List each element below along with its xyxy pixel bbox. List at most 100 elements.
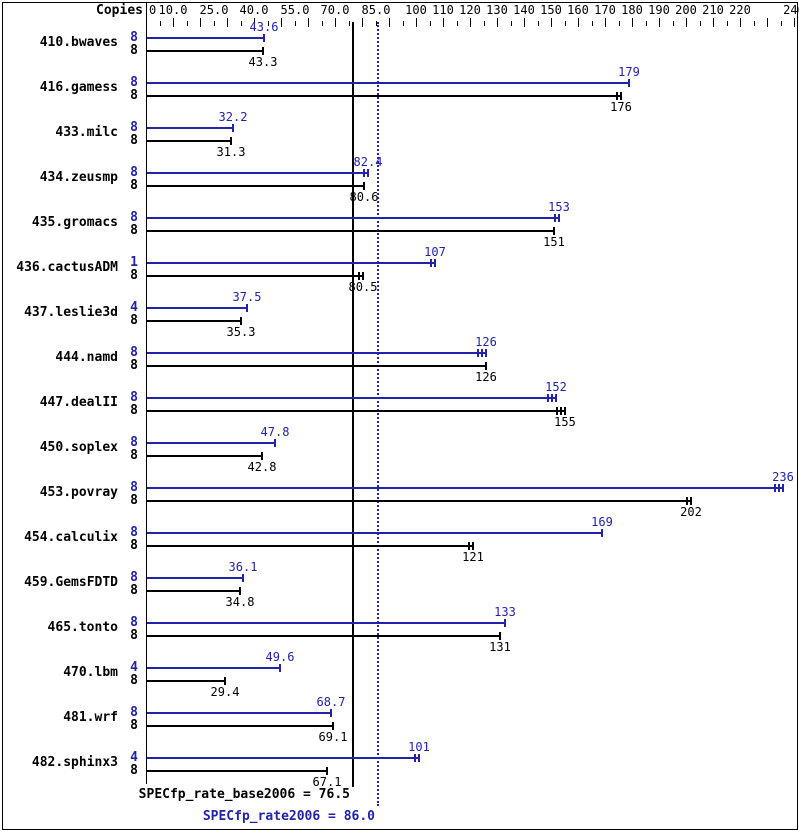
base-bar (147, 770, 327, 772)
x-axis-minor-tick (781, 21, 782, 26)
x-axis-minor-tick (457, 21, 458, 26)
base_mean-line (352, 22, 354, 787)
base-value-label: 80.5 (348, 280, 378, 294)
benchmark-label: 434.zeusmp (39, 170, 118, 185)
peak-bar (147, 127, 233, 129)
benchmark-label: 444.namd (55, 350, 118, 365)
base-bar-end-tick (686, 497, 688, 505)
base-bar-end-tick (690, 497, 692, 505)
base-bar (147, 500, 691, 502)
peak-value-label: 101 (408, 740, 430, 754)
x-axis-major-tick (335, 18, 336, 27)
peak-bar-end-tick (430, 259, 432, 267)
peak-bar-end-tick (246, 304, 248, 312)
peak-bar-end-tick (774, 484, 776, 492)
base-bar (147, 725, 333, 727)
peak-copies: 8 (130, 345, 138, 360)
x-axis-minor-tick (754, 21, 755, 26)
base-copies: 8 (130, 718, 138, 733)
peak-bar-end-tick (414, 754, 416, 762)
peak-bar (147, 82, 629, 84)
peak-bar-end-tick (242, 574, 244, 582)
peak-copies: 8 (130, 30, 138, 45)
x-axis-major-tick (767, 18, 768, 27)
x-axis-major-tick (605, 18, 606, 27)
base-bar-end-tick (468, 542, 470, 550)
x-axis-minor-tick (484, 21, 485, 26)
x-axis-major-tick (281, 18, 282, 27)
x-axis-label: 40.0 (239, 3, 269, 17)
base-value-label: 176 (610, 100, 632, 114)
peak-copies: 8 (130, 570, 138, 585)
x-axis-minor-tick (214, 21, 215, 26)
x-axis-minor-tick (430, 21, 431, 26)
x-axis-label: 210 (702, 3, 724, 17)
peak-bar (147, 37, 264, 39)
x-axis-label: 70.0 (320, 3, 350, 17)
benchmark-label: 433.milc (55, 125, 118, 140)
base-bar-end-tick (620, 92, 622, 100)
base-bar-end-tick (362, 272, 364, 280)
x-axis-minor-tick (160, 21, 161, 26)
peak-bar-end-tick (601, 529, 603, 537)
peak-bar-end-tick (628, 79, 630, 87)
x-axis-major-tick (713, 18, 714, 27)
x-axis-major-tick (227, 18, 228, 27)
copies-column-header: Copies (96, 3, 143, 18)
benchmark-label: 470.lbm (63, 665, 118, 680)
peak-copies: 8 (130, 165, 138, 180)
x-axis-minor-tick (565, 21, 566, 26)
x-axis-major-tick (389, 18, 390, 27)
base-bar-end-tick (485, 362, 487, 370)
x-axis-major-tick (497, 18, 498, 27)
y-axis-spine (146, 2, 147, 784)
peak-value-label: 47.8 (260, 425, 290, 439)
x-axis-major-tick (578, 18, 579, 27)
base-value-label: 31.3 (216, 145, 246, 159)
peak-bar-end-tick (263, 34, 265, 42)
base-bar-end-tick (499, 632, 501, 640)
base-value-label: 155 (554, 415, 576, 429)
benchmark-label: 437.leslie3d (24, 305, 118, 320)
base-copies: 8 (130, 583, 138, 598)
base-bar-end-tick (363, 182, 365, 190)
x-axis-major-tick (200, 18, 201, 27)
x-axis-minor-tick (403, 21, 404, 26)
base-copies: 8 (130, 403, 138, 418)
peak-bar (147, 397, 556, 399)
x-axis-label: 180 (621, 3, 643, 17)
x-axis-label: 55.0 (280, 3, 310, 17)
base-copies: 8 (130, 493, 138, 508)
x-axis-minor-tick (619, 21, 620, 26)
x-axis-major-tick (551, 18, 552, 27)
peak-value-label: 32.2 (218, 110, 248, 124)
x-axis-major-tick (659, 18, 660, 27)
base-value-label: 151 (543, 235, 565, 249)
base-bar (147, 455, 262, 457)
base-bar-end-tick (326, 767, 328, 775)
peak-bar (147, 757, 419, 759)
base-copies: 8 (130, 223, 138, 238)
peak-bar-end-tick (363, 169, 365, 177)
peak-bar-end-tick (367, 169, 369, 177)
base-copies: 8 (130, 448, 138, 463)
base-bar-end-tick (261, 452, 263, 460)
peak-bar-end-tick (554, 214, 556, 222)
peak-copies: 8 (130, 480, 138, 495)
x-axis-minor-tick (187, 21, 188, 26)
x-axis-label: 85.0 (361, 3, 391, 17)
base-bar (147, 50, 263, 52)
x-axis-major-tick (632, 18, 633, 27)
peak-copies: 4 (130, 660, 138, 675)
peak-value-label: 236 (772, 470, 794, 484)
base-bar-end-tick (239, 587, 241, 595)
base-bar (147, 410, 565, 412)
base-bar-end-tick (556, 407, 558, 415)
benchmark-label: 447.dealII (39, 395, 118, 410)
peak-bar-end-tick (330, 709, 332, 717)
base-bar-end-tick (564, 407, 566, 415)
x-axis-minor-tick (538, 21, 539, 26)
peak-bar-end-tick (782, 484, 784, 492)
peak-value-label: 37.5 (232, 290, 262, 304)
base-value-label: 35.3 (226, 325, 256, 339)
